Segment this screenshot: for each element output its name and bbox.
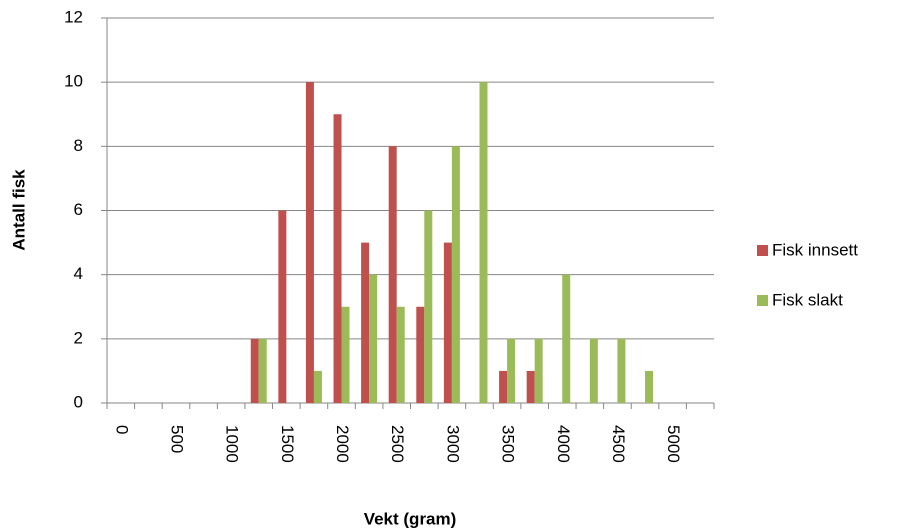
bar (507, 338, 516, 403)
bar (479, 82, 488, 404)
x-tick-label: 3000 (443, 425, 462, 463)
x-tick-label: 2000 (333, 425, 352, 463)
bar (278, 210, 287, 403)
legend-label: Fisk slakt (772, 290, 843, 309)
bar (388, 146, 397, 404)
bar (424, 210, 433, 403)
bar (526, 370, 535, 403)
bar (313, 370, 322, 403)
x-tick-label: 0 (112, 425, 131, 434)
y-axis-title: Antall fisk (9, 169, 28, 251)
bar (333, 114, 342, 403)
y-tick-label: 8 (74, 136, 83, 155)
bar (645, 370, 654, 403)
bar (499, 370, 508, 403)
legend-swatch (757, 245, 768, 256)
x-tick-label: 5000 (664, 425, 683, 463)
bar (396, 306, 405, 403)
bar (258, 338, 267, 403)
x-tick-label: 3500 (499, 425, 518, 463)
bar (534, 338, 543, 403)
legend-label: Fisk innsett (772, 240, 858, 259)
legend-swatch (757, 295, 768, 306)
y-tick-label: 2 (74, 328, 83, 347)
x-tick-label: 2500 (388, 425, 407, 463)
bar (617, 338, 626, 403)
bar (451, 146, 460, 404)
bar (341, 306, 350, 403)
x-tick-label: 1000 (223, 425, 242, 463)
y-tick-label: 6 (74, 200, 83, 219)
y-tick-label: 12 (64, 7, 83, 26)
x-tick-label: 500 (167, 425, 186, 453)
x-tick-label: 4000 (554, 425, 573, 463)
x-tick-label: 4500 (609, 425, 628, 463)
bar (589, 338, 598, 403)
x-tick-label: 1500 (278, 425, 297, 463)
y-tick-label: 10 (64, 72, 83, 91)
bar (416, 306, 425, 403)
bar (443, 242, 452, 403)
bar (250, 338, 259, 403)
bar (562, 274, 571, 403)
y-tick-label: 4 (74, 264, 83, 283)
bar (369, 274, 378, 403)
y-tick-label: 0 (74, 392, 83, 411)
x-axis-title: Vekt (gram) (364, 509, 457, 528)
bar (305, 82, 314, 404)
bar (361, 242, 370, 403)
